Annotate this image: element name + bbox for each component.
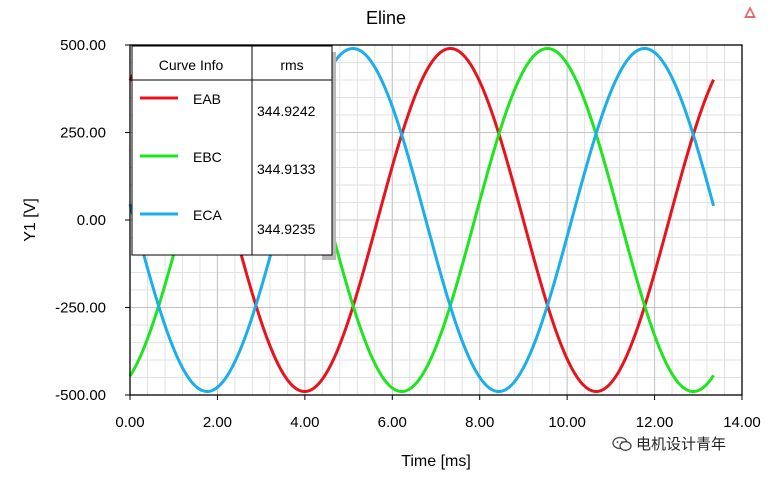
legend-box	[131, 45, 333, 256]
y-axis-title: Y1 [V]	[22, 198, 39, 242]
y-tick-label: 250.00	[60, 125, 106, 142]
y-tick-labels: 500.00 250.00 0.00 -250.00 -500.00	[55, 37, 130, 404]
watermark-text: 电机设计青年	[636, 435, 727, 453]
legend-header-rms: rms	[280, 57, 303, 73]
watermark: 电机设计青年	[612, 433, 726, 454]
y-tick-label: -250.00	[55, 300, 106, 317]
x-tick-label: 12.00	[636, 414, 674, 431]
legend: Curve Info rms EAB 344.9242 EBC 344.9133…	[131, 45, 336, 260]
legend-rms-eab: 344.9242	[257, 103, 316, 119]
triangle-logo-icon	[744, 6, 756, 18]
y-tick-label: -500.00	[55, 387, 106, 404]
y-tick-label: 500.00	[60, 37, 106, 54]
x-tick-label: 8.00	[465, 414, 494, 431]
x-tick-label: 0.00	[115, 414, 144, 431]
legend-label-eab: EAB	[193, 91, 221, 107]
x-tick-label: 6.00	[378, 414, 407, 431]
y-tick-label: 0.00	[77, 212, 106, 229]
x-tick-labels: 0.00 2.00 4.00 6.00 8.00 10.00 12.00 14.00	[115, 395, 761, 431]
legend-label-eca: ECA	[193, 207, 222, 223]
x-tick-label: 10.00	[548, 414, 586, 431]
x-axis-title: Time [ms]	[401, 453, 471, 470]
legend-rms-ebc: 344.9133	[257, 161, 316, 177]
legend-label-ebc: EBC	[193, 149, 222, 165]
x-tick-label: 14.00	[723, 414, 761, 431]
x-tick-label: 4.00	[290, 414, 319, 431]
x-tick-label: 2.00	[203, 414, 232, 431]
chart-title: Eline	[366, 8, 406, 28]
wechat-icon	[612, 436, 632, 451]
series-line-eca	[128, 47, 716, 393]
legend-rms-eca: 344.9235	[257, 221, 316, 237]
legend-header-curve-info: Curve Info	[159, 57, 224, 73]
